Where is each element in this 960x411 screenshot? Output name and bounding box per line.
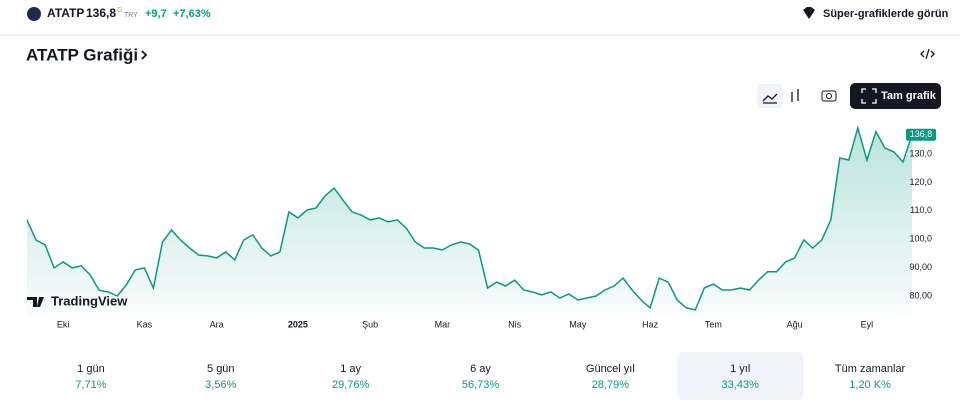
- x-tick-label: Ağu: [787, 319, 803, 329]
- period-name[interactable]: 6 ay: [470, 363, 491, 375]
- x-tick-label: Tem: [705, 319, 722, 329]
- camera-lens: [826, 93, 832, 99]
- line-icon: [762, 93, 778, 104]
- y-tick-label: 130,0: [909, 148, 932, 158]
- x-tick-label: Eki: [57, 319, 70, 329]
- candle-icon[interactable]: [791, 89, 799, 102]
- x-tick-label: Mar: [435, 319, 451, 329]
- fullscreen-icon: [861, 88, 877, 104]
- area: [27, 127, 913, 316]
- period-name[interactable]: Tüm zamanlar: [835, 363, 906, 375]
- full-chart-label[interactable]: Tam grafik: [881, 90, 937, 102]
- y-tick-label: 120,0: [909, 177, 932, 187]
- x-tick-label: May: [569, 319, 587, 329]
- change-pct: +7,63%: [173, 8, 211, 20]
- period-selected[interactable]: [677, 352, 804, 400]
- last-price-label: 136,8: [910, 129, 933, 139]
- line: [26, 125, 913, 311]
- period-name[interactable]: Güncel yıl: [586, 363, 635, 375]
- period-change[interactable]: 7,71%: [75, 379, 106, 391]
- period-change[interactable]: 56,73%: [462, 379, 500, 391]
- x-tick-label: Nis: [508, 319, 521, 329]
- change: +9,7: [145, 8, 167, 20]
- x-tick-label: Ara: [210, 319, 224, 329]
- period-change[interactable]: 28,79%: [592, 379, 630, 391]
- x-tick-label: Eyl: [861, 319, 874, 329]
- period-change[interactable]: 1,20 K%: [849, 379, 891, 391]
- x-tick-label: Kas: [137, 319, 153, 329]
- x-tick-label: Haz: [642, 319, 659, 329]
- embed-icon[interactable]: [920, 48, 935, 60]
- period-change[interactable]: 33,43%: [722, 379, 760, 391]
- super-link[interactable]: Süper-grafiklerde görün: [823, 8, 949, 20]
- y-tick-label: 110,0: [910, 205, 932, 215]
- title[interactable]: ATATP Grafiği: [26, 45, 138, 64]
- x-tick-label: Şub: [362, 319, 378, 329]
- y-tick-label: 80,00: [909, 290, 932, 300]
- title-arrow[interactable]: [141, 50, 148, 60]
- price-flag: G: [117, 7, 122, 14]
- x-tick-label: 2025: [288, 319, 308, 329]
- super-icon[interactable]: [803, 7, 815, 19]
- watermark-logo: [27, 297, 44, 307]
- period-name[interactable]: 1 ay: [340, 363, 361, 375]
- period-change[interactable]: 3,56%: [205, 379, 236, 391]
- period-name[interactable]: 5 gün: [207, 363, 235, 375]
- symbol: ATATP: [47, 6, 84, 20]
- symbol-logo: [27, 7, 41, 21]
- y-tick-label: 100,0: [909, 234, 932, 244]
- camera-icon[interactable]: [821, 90, 837, 102]
- currency: TRY: [124, 12, 138, 19]
- period-name[interactable]: 1 yıl: [730, 363, 750, 375]
- watermark: TradingView: [51, 293, 128, 308]
- period-name[interactable]: 1 gün: [77, 363, 105, 375]
- period-change[interactable]: 29,76%: [332, 379, 370, 391]
- y-tick-label: 90,00: [909, 262, 932, 272]
- price: 136,8: [86, 6, 116, 20]
- line-style-button[interactable]: [757, 84, 783, 108]
- last-price-badge: [906, 128, 936, 141]
